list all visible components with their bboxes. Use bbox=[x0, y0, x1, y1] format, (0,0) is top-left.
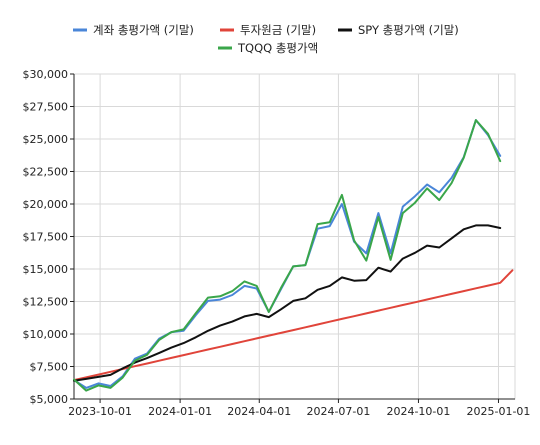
y-tick-label: $17,500 bbox=[23, 231, 69, 244]
y-tick-label: $30,000 bbox=[23, 68, 69, 81]
x-tick-label: 2024-01-01 bbox=[148, 405, 212, 418]
y-tick-label: $5,000 bbox=[30, 393, 69, 406]
legend: 계좌 총평가액 (기말) 투자원금 (기말) SPY 총평가액 (기말) TQQ… bbox=[73, 23, 459, 55]
y-tick-label: $10,000 bbox=[23, 328, 69, 341]
legend-item-principal: 투자원금 (기말) bbox=[220, 23, 316, 37]
legend-item-spy: SPY 총평가액 (기말) bbox=[338, 23, 459, 37]
x-tick-label: 2024-07-01 bbox=[306, 405, 370, 418]
y-tick-label: $15,000 bbox=[23, 263, 69, 276]
legend-label-tqqq: TQQQ 총평가액 bbox=[237, 41, 318, 55]
x-tick-label: 2025-01-01 bbox=[467, 405, 531, 418]
y-tick-label: $27,500 bbox=[23, 101, 69, 114]
legend-item-account: 계좌 총평가액 (기말) bbox=[73, 23, 194, 37]
legend-item-tqqq: TQQQ 총평가액 bbox=[218, 41, 318, 55]
legend-label-principal: 투자원금 (기말) bbox=[240, 23, 316, 37]
y-tick-label: $7,500 bbox=[30, 361, 69, 374]
legend-label-spy: SPY 총평가액 (기말) bbox=[358, 23, 459, 37]
y-tick-label: $22,500 bbox=[23, 166, 69, 179]
series-line-tqqq bbox=[73, 119, 502, 392]
series-line-principal bbox=[73, 269, 514, 382]
x-tick-label: 2024-10-01 bbox=[386, 405, 450, 418]
y-tick-label: $20,000 bbox=[23, 198, 69, 211]
x-tick-label: 2024-04-01 bbox=[227, 405, 291, 418]
axes: $5,000 $7,500 $10,000 $12,500 $15,000 $17,500… bbox=[23, 68, 531, 418]
series-line-spy bbox=[73, 224, 502, 382]
legend-label-account: 계좌 총평가액 (기말) bbox=[93, 23, 194, 37]
y-tick-label: $25,000 bbox=[23, 133, 69, 146]
grid bbox=[73, 73, 516, 400]
x-tick-label: 2023-10-01 bbox=[68, 405, 132, 418]
series-line-account bbox=[73, 119, 502, 389]
series-lines bbox=[73, 119, 514, 392]
y-tick-label: $12,500 bbox=[23, 296, 69, 309]
